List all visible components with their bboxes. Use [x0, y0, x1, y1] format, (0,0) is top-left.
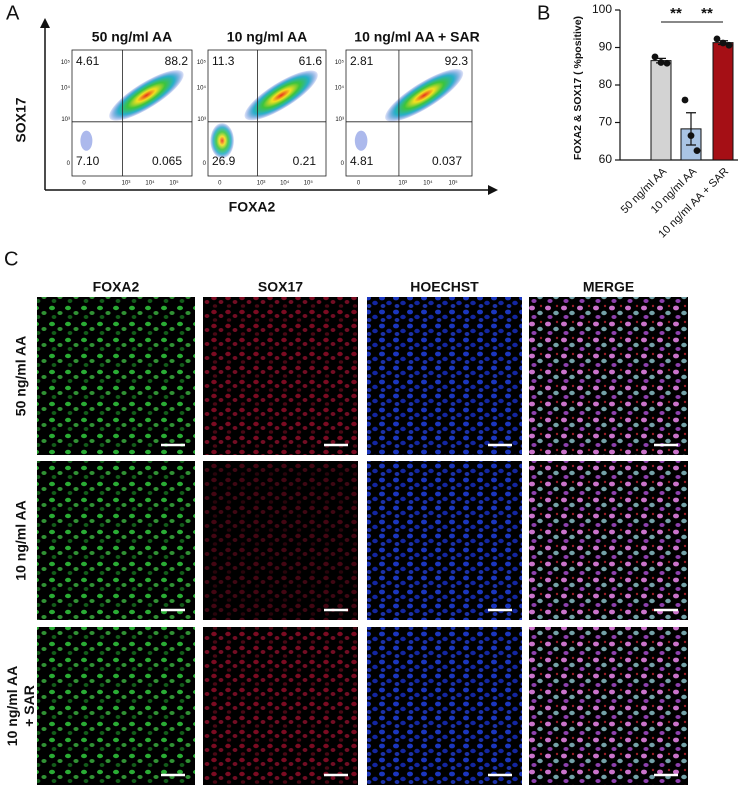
y-tick-label: 10⁴ [197, 84, 207, 91]
data-point [725, 41, 733, 49]
bar [650, 60, 672, 161]
data-point [719, 39, 727, 47]
quadrant-value: 0.065 [152, 154, 182, 168]
y-tick-label: 10⁵ [197, 59, 207, 66]
y-tick-label: 0 [67, 161, 71, 167]
y-tick-label: 10⁴ [61, 84, 71, 91]
data-point [687, 132, 695, 140]
micrograph-cells [203, 461, 358, 620]
quadrant-value: 4.61 [76, 54, 100, 68]
plot-title: 10 ng/ml AA [227, 29, 307, 45]
y-tick-label: 10⁴ [335, 84, 345, 91]
quadrant-value: 2.81 [350, 54, 374, 68]
y-tick-label: 90 [599, 40, 613, 54]
y-tick-label: 10³ [61, 117, 70, 123]
channel-header: FOXA2 [93, 279, 140, 295]
panel-label: B [537, 2, 550, 24]
y-tick-label: 70 [599, 115, 613, 129]
y-tick-label: 10³ [197, 117, 206, 123]
row-label: 50 ng/ml AA [13, 336, 29, 416]
plot-title: 10 ng/ml AA + SAR [354, 29, 479, 45]
quadrant-value: 26.9 [212, 154, 236, 168]
cell-cloud [210, 123, 234, 159]
y-axis-label: FOXA2 & SOX17 ( %positive) [572, 16, 584, 160]
channel-header: HOECHST [410, 279, 479, 295]
x-tick-label: 10⁴ [280, 180, 290, 187]
panel-label: A [6, 2, 20, 24]
quadrant-value: 4.81 [350, 154, 374, 168]
y-tick-label: 0 [341, 161, 345, 167]
quadrant-value: 11.3 [212, 54, 235, 68]
cell-cloud [80, 130, 93, 151]
plot-title: 50 ng/ml AA [92, 29, 172, 45]
channel-header: SOX17 [258, 279, 303, 295]
panel-label: C [4, 248, 18, 270]
x-tick-label: 10⁵ [304, 180, 314, 187]
y-tick-label: 100 [592, 2, 612, 16]
x-tick-label: 10³ [398, 181, 407, 187]
quadrant-value: 0.037 [432, 154, 462, 168]
data-point [663, 59, 671, 67]
x-tick-label: 0 [82, 181, 86, 187]
quadrant-value: 61.6 [299, 54, 323, 68]
x-tick-label: 0 [357, 181, 361, 187]
x-tick-label: 10⁵ [449, 180, 459, 187]
significance-label: ** [670, 5, 682, 22]
y-tick-label: 60 [599, 152, 613, 166]
data-point [681, 96, 689, 104]
data-point [713, 35, 721, 43]
channel-header: MERGE [583, 279, 634, 295]
micrograph-cells [367, 461, 522, 620]
micrograph-cells [367, 627, 522, 785]
quadrant-value: 88.2 [165, 54, 189, 68]
y-tick-label: 80 [599, 77, 613, 91]
micrograph-cells [203, 297, 358, 455]
x-tick-label: 10⁵ [169, 180, 179, 187]
cell-cloud [354, 130, 368, 151]
quadrant-value: 92.3 [445, 54, 469, 68]
y-tick-label: 0 [203, 161, 207, 167]
x-tick-label: 10³ [122, 181, 131, 187]
row-label: 10 ng/ml AA [13, 500, 29, 580]
micrograph-cells [203, 627, 358, 785]
micrograph-cells [37, 297, 195, 455]
x-tick-label: 10³ [257, 181, 266, 187]
cell-cloud [109, 70, 184, 121]
data-point [651, 53, 659, 61]
y-tick-label: 10⁵ [335, 59, 345, 66]
row-label: 10 ng/ml AA [4, 666, 20, 746]
micrograph-cells [529, 461, 688, 620]
x-tick-label: 10⁴ [423, 180, 433, 187]
error-bar [686, 112, 696, 146]
micrograph-cells [529, 297, 688, 455]
x-axis-label: FOXA2 [229, 199, 276, 215]
micrograph-cells [367, 297, 522, 455]
cell-cloud [385, 69, 464, 122]
x-tick-label: 0 [218, 181, 222, 187]
bar [712, 42, 734, 161]
x-tick-label: 10⁴ [145, 180, 155, 187]
significance-label: ** [701, 5, 713, 22]
y-tick-label: 10³ [335, 117, 344, 123]
data-point [693, 147, 701, 155]
arrow-head [40, 18, 50, 28]
row-label: + SAR [21, 685, 37, 727]
data-point [657, 59, 665, 66]
micrograph-cells [529, 627, 688, 785]
micrograph-cells [37, 461, 195, 620]
y-tick-label: 10⁵ [61, 59, 71, 66]
cell-cloud [244, 70, 318, 121]
quadrant-value: 7.10 [76, 154, 100, 168]
micrograph-cells [37, 627, 195, 785]
quadrant-value: 0.21 [293, 154, 317, 168]
arrow-head [488, 185, 498, 195]
y-axis-label: SOX17 [13, 97, 29, 142]
